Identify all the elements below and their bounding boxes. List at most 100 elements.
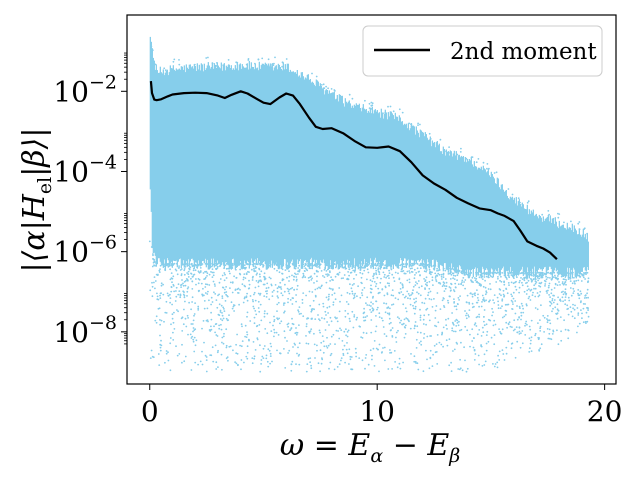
scatter-point [378, 370, 380, 373]
scatter-point [409, 303, 412, 306]
scatter-point [237, 287, 240, 290]
scatter-point [548, 213, 550, 216]
scatter-point [396, 264, 399, 267]
scatter-point [463, 271, 466, 273]
scatter-point [329, 316, 332, 319]
scatter-point [448, 286, 451, 288]
scatter-point [301, 267, 304, 269]
scatter-point [180, 284, 182, 286]
scatter-point [511, 308, 513, 310]
scatter-point [504, 313, 507, 316]
scatter-point [271, 263, 274, 266]
scatter-point [225, 267, 228, 270]
scatter-point [571, 315, 574, 318]
scatter-point [223, 272, 226, 274]
scatter-point [463, 281, 465, 283]
scatter-point [237, 292, 239, 294]
scatter-point [157, 353, 160, 355]
scatter-point [417, 292, 420, 295]
scatter-point [183, 308, 185, 311]
scatter-point [238, 303, 241, 306]
scatter-point [323, 345, 326, 348]
scatter-point [349, 283, 351, 286]
scatter-point [339, 327, 341, 330]
scatter-point [298, 269, 301, 271]
legend: 2nd moment [362, 25, 603, 77]
scatter-point [462, 277, 465, 279]
scatter-point [241, 325, 243, 328]
scatter-point [504, 303, 507, 306]
scatter-point [459, 151, 462, 153]
scatter-point [192, 327, 195, 329]
scatter-point [205, 319, 208, 322]
scatter-point [340, 277, 343, 280]
scatter-point [464, 325, 467, 328]
scatter-point [520, 311, 523, 314]
scatter-point [220, 263, 223, 265]
scatter-point [436, 292, 439, 294]
scatter-point [478, 329, 481, 331]
scatter-point [402, 303, 405, 306]
scatter-point [359, 268, 362, 271]
scatter-point [218, 324, 221, 327]
scatter-point [253, 293, 255, 296]
scatter-point [481, 278, 484, 280]
scatter-point [218, 281, 221, 284]
scatter-point [530, 339, 532, 342]
scatter-point [483, 316, 485, 318]
scatter-point [390, 265, 392, 268]
scatter-point [269, 321, 271, 324]
scatter-point [450, 271, 452, 273]
scatter-point [211, 346, 214, 349]
scatter-point [430, 335, 432, 337]
scatter-point [372, 295, 374, 298]
scatter-point [331, 294, 334, 296]
scatter-point [339, 263, 341, 265]
scatter-point [290, 327, 293, 330]
scatter-point [310, 318, 313, 320]
scatter-point [564, 328, 567, 331]
scatter-point [429, 270, 431, 273]
scatter-point [175, 295, 178, 298]
scatter-point [382, 347, 384, 349]
scatter-point [310, 364, 312, 367]
scatter-point [209, 262, 212, 265]
scatter-point [171, 317, 174, 320]
scatter-point [393, 350, 396, 352]
scatter-point [209, 354, 212, 356]
scatter-point [266, 292, 268, 295]
scatter-point [252, 341, 255, 343]
scatter-point [408, 281, 411, 284]
scatter-point [291, 287, 294, 289]
scatter-point [549, 271, 552, 274]
scatter-point [212, 360, 215, 363]
scatter-point [201, 327, 203, 330]
scatter-point [555, 313, 558, 315]
scatter-point [254, 270, 257, 272]
scatter-point [309, 267, 312, 270]
scatter-point [344, 361, 346, 364]
scatter-point [212, 263, 215, 266]
scatter-point [214, 331, 217, 334]
scatter-point [236, 61, 239, 64]
scatter-point [549, 322, 552, 325]
scatter-point [296, 284, 299, 287]
scatter-point [318, 286, 320, 289]
scatter-point [359, 271, 362, 274]
scatter-point [253, 355, 256, 358]
scatter-point [192, 269, 195, 272]
scatter-point [480, 344, 482, 346]
scatter-point [245, 273, 248, 276]
scatter-point [328, 324, 330, 326]
scatter-point [516, 340, 519, 343]
scatter-point [225, 262, 228, 265]
scatter-point [567, 296, 570, 299]
scatter-point [501, 272, 504, 274]
scatter-point [572, 303, 574, 306]
scatter-point [527, 297, 530, 300]
scatter-point [301, 302, 304, 304]
scatter-point [552, 307, 554, 310]
scatter-point [386, 312, 389, 315]
scatter-point [288, 280, 290, 282]
scatter-point [435, 305, 438, 307]
